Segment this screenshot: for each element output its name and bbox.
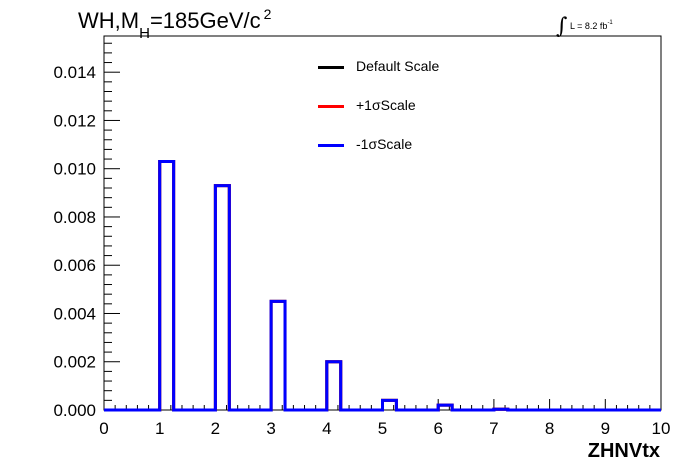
title-superscript: 2 [263, 6, 272, 22]
x-tick-label: 8 [545, 419, 554, 438]
x-tick-label: 7 [489, 419, 498, 438]
x-tick-label: 10 [652, 419, 671, 438]
y-tick-label: 0.000 [53, 401, 96, 420]
y-tick-label: 0.014 [53, 63, 96, 82]
chart-title: WH,MH=185GeV/c 2 [78, 6, 271, 42]
y-tick-label: 0.010 [53, 160, 96, 179]
histogram-line-2 [104, 159, 661, 412]
y-tick-label: 0.012 [53, 111, 96, 130]
x-tick-label: 1 [155, 419, 164, 438]
title-suffix: =185GeV/c [149, 8, 261, 33]
x-tick-label: 5 [378, 419, 387, 438]
x-tick-label: 0 [99, 419, 108, 438]
title-subscript: H [139, 25, 150, 42]
axes [103, 35, 662, 411]
legend-swatch-default [318, 66, 344, 69]
legend-swatch-plus1sigma [318, 105, 344, 108]
plot-frame [103, 35, 662, 411]
x-tick-label: 9 [601, 419, 610, 438]
x-tick-label: 2 [211, 419, 220, 438]
tick-labels: 0 1 2 3 4 5 6 7 8 9 10 0.000 0.002 0.004 0.006 0.008 0.0… [53, 63, 670, 438]
legend-label-minus1sigma: -1σScale [356, 136, 413, 152]
luminosity-text: L = 8.2 fb [569, 21, 608, 31]
y-tick-label: 0.004 [53, 304, 96, 323]
legend-label-plus1sigma: +1σScale [356, 97, 416, 113]
x-tick-label: 6 [433, 419, 442, 438]
title-prefix: WH,M [78, 8, 140, 33]
y-tick-label: 0.006 [53, 256, 96, 275]
legend-entry-plus1sigma: +1σScale [318, 95, 478, 115]
luminosity-superscript: -1 [607, 20, 613, 26]
histogram-line-0 [104, 159, 661, 412]
legend-swatch-minus1sigma [318, 144, 344, 147]
integral-symbol: ∫ [556, 14, 568, 39]
x-axis-label: ZHNVtx [587, 440, 660, 462]
y-tick-label: 0.002 [53, 353, 96, 372]
legend-entry-default: Default Scale [318, 56, 478, 76]
legend-entry-minus1sigma: -1σScale [318, 134, 478, 154]
y-tick-label: 0.008 [53, 208, 96, 227]
x-tick-label: 3 [266, 419, 275, 438]
histogram-series [104, 159, 661, 412]
x-tick-label: 4 [322, 419, 331, 438]
legend-label-default: Default Scale [356, 58, 440, 74]
histogram-line-1 [104, 159, 661, 412]
luminosity-label: ∫ L = 8.2 fb-1 [556, 10, 613, 39]
